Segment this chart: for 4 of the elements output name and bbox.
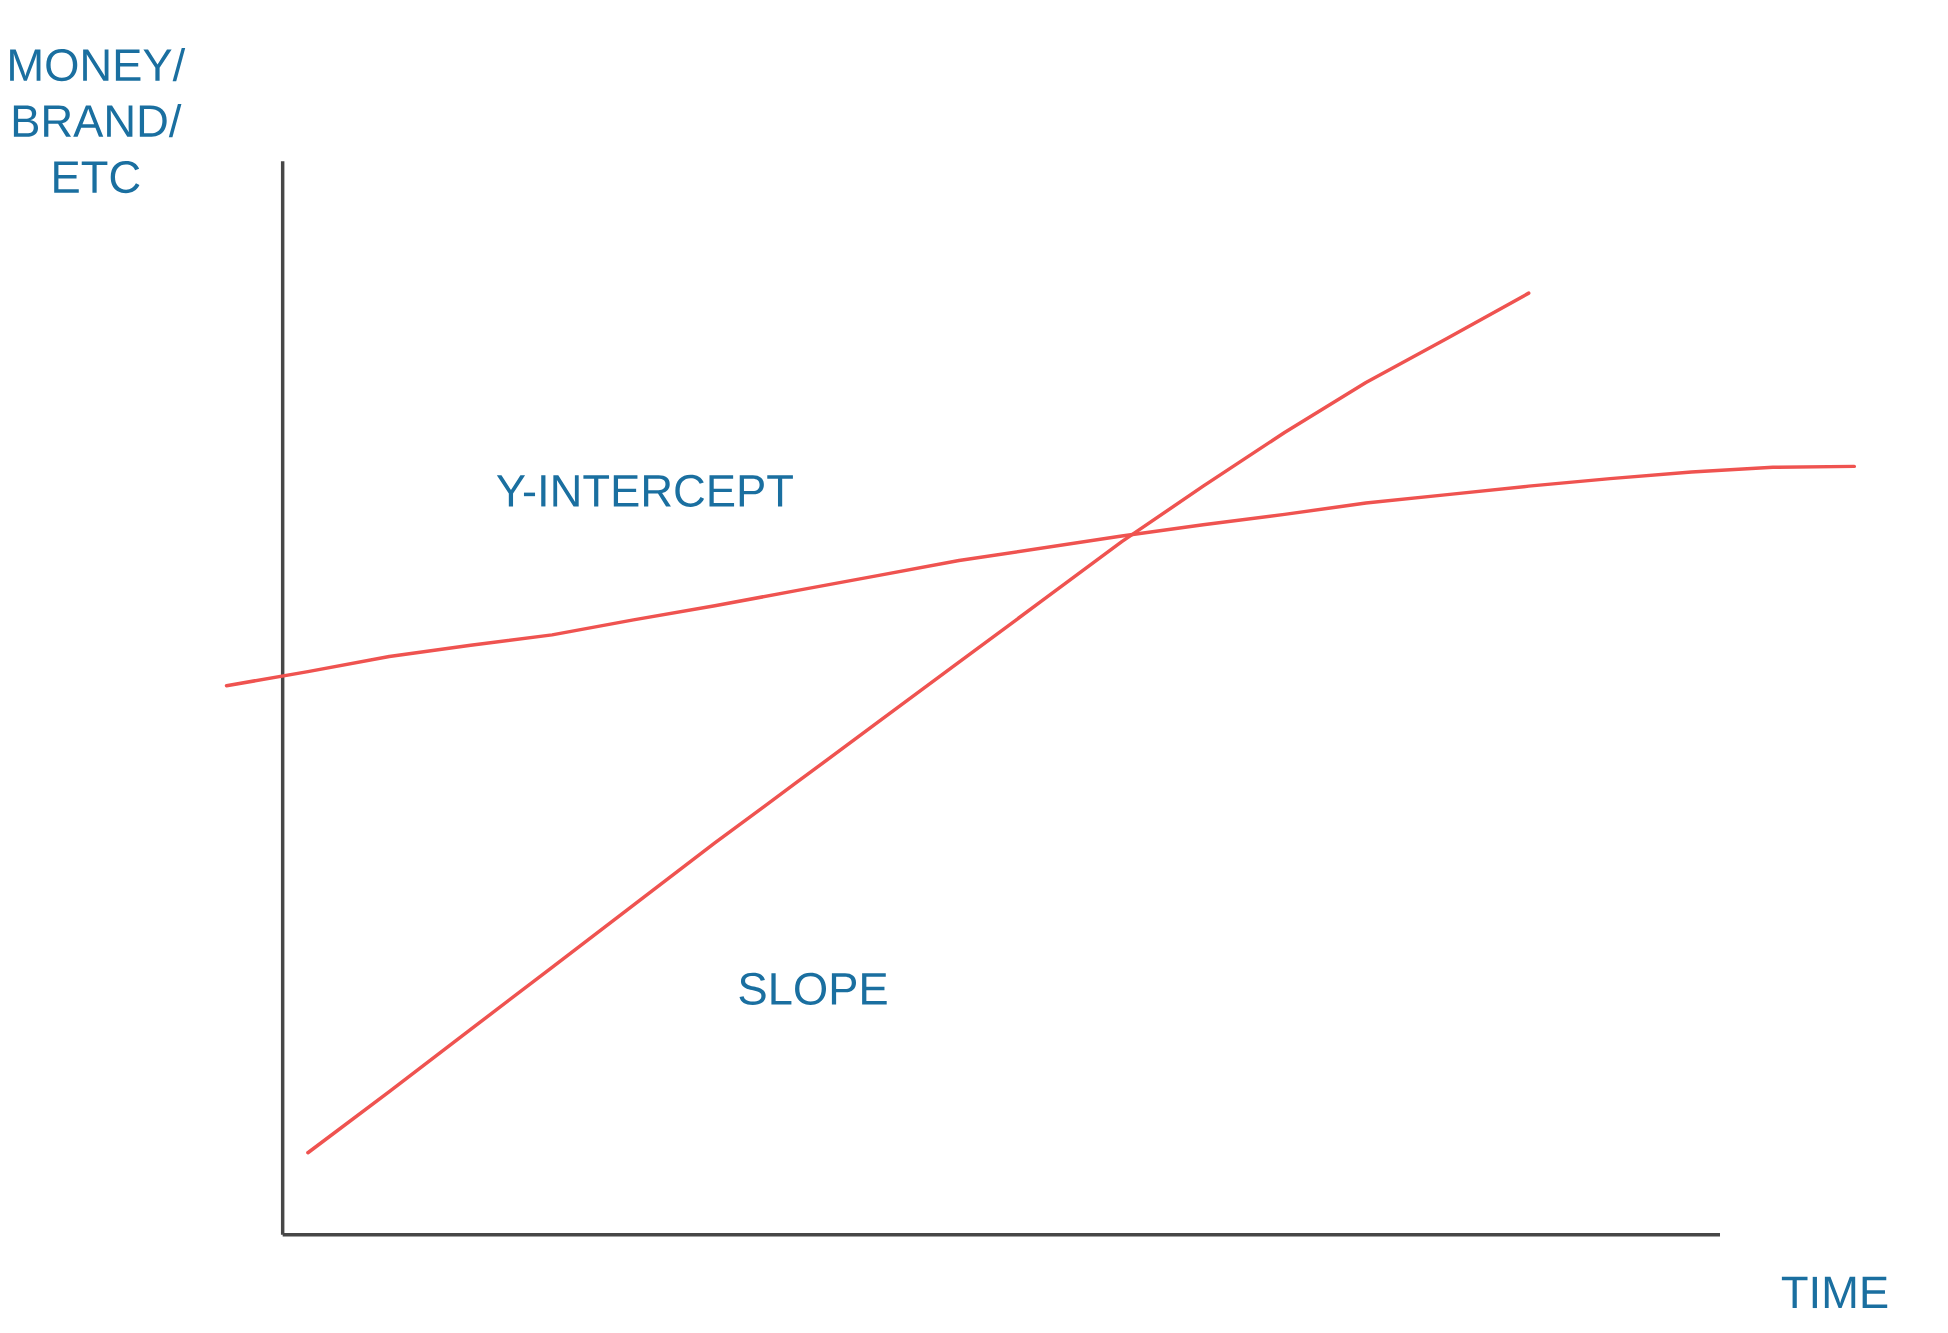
- annotation: SLOPE: [739, 972, 887, 1005]
- y-axis-title: MONEY/ BRAND/ ETC: [10, 47, 186, 194]
- x-axis-title: TIME: [1781, 1276, 1888, 1308]
- annotation: Y-INTERCEPT: [496, 474, 793, 507]
